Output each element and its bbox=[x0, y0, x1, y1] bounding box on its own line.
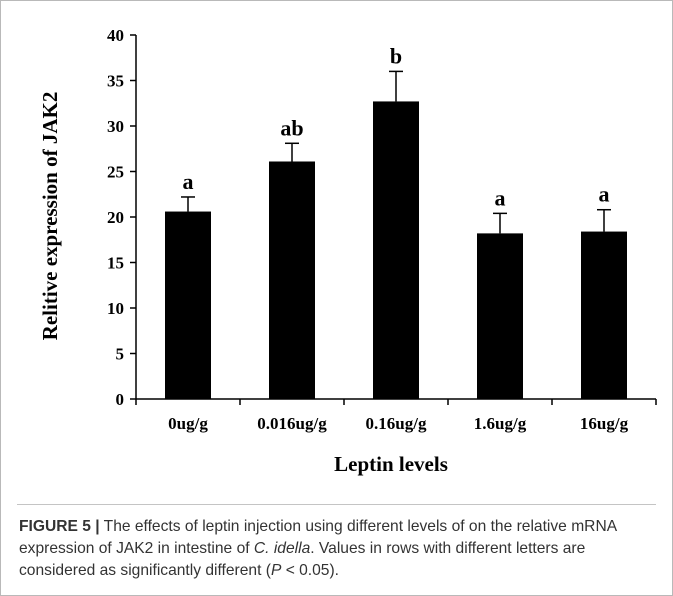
figure-label: FIGURE 5 | bbox=[19, 518, 100, 535]
y-tick-label: 20 bbox=[107, 208, 124, 227]
y-tick-label: 35 bbox=[107, 72, 124, 91]
y-tick-label: 25 bbox=[107, 163, 124, 182]
bar bbox=[477, 233, 523, 399]
significance-letters: a ab b a a bbox=[183, 43, 610, 210]
error-bars bbox=[181, 70, 611, 234]
y-tick-label: 40 bbox=[107, 26, 124, 45]
caption-text-2: . Values in rows with different letters … bbox=[19, 540, 586, 579]
y-tick-label: 5 bbox=[116, 345, 125, 364]
x-tick-label: 0.16ug/g bbox=[366, 414, 427, 433]
x-axis: 0ug/g 0.016ug/g 0.16ug/g 1.6ug/g 16ug/g bbox=[135, 398, 657, 433]
x-axis-title: Leptin levels bbox=[334, 452, 448, 476]
x-tick-label: 1.6ug/g bbox=[474, 414, 527, 433]
bar-chart: 0 5 10 15 20 25 30 35 40 0ug/g 0.016ug/g 0.16ug/g 1… bbox=[38, 26, 657, 476]
bar bbox=[269, 161, 315, 399]
caption-text-1: The effects of leptin injection using di… bbox=[19, 518, 617, 557]
bar bbox=[581, 231, 627, 399]
caption-text-3: < 0.05). bbox=[281, 562, 340, 579]
y-tick-label: 10 bbox=[107, 299, 124, 318]
bars bbox=[165, 101, 627, 400]
y-tick-label: 0 bbox=[116, 390, 125, 409]
significance-letter: a bbox=[495, 185, 506, 210]
y-axis-title: Relitive expression of JAK2 bbox=[38, 92, 62, 341]
y-tick-label: 30 bbox=[107, 117, 124, 136]
significance-letter: b bbox=[390, 43, 402, 68]
caption-p-symbol: P bbox=[270, 562, 282, 579]
x-tick-label: 0.016ug/g bbox=[257, 414, 327, 433]
bar bbox=[373, 101, 419, 400]
bar bbox=[165, 211, 211, 399]
y-axis: 0 5 10 15 20 25 30 35 40 bbox=[107, 26, 137, 409]
caption-species: C. idella bbox=[253, 540, 311, 557]
caption-divider bbox=[17, 504, 656, 505]
significance-letter: a bbox=[599, 182, 610, 207]
significance-letter: a bbox=[183, 169, 194, 194]
figure-caption: FIGURE 5 | The effects of leptin injecti… bbox=[19, 516, 659, 582]
y-tick-label: 15 bbox=[107, 254, 124, 273]
significance-letter: ab bbox=[280, 115, 303, 140]
x-tick-label: 16ug/g bbox=[580, 414, 629, 433]
x-tick-label: 0ug/g bbox=[168, 414, 208, 433]
